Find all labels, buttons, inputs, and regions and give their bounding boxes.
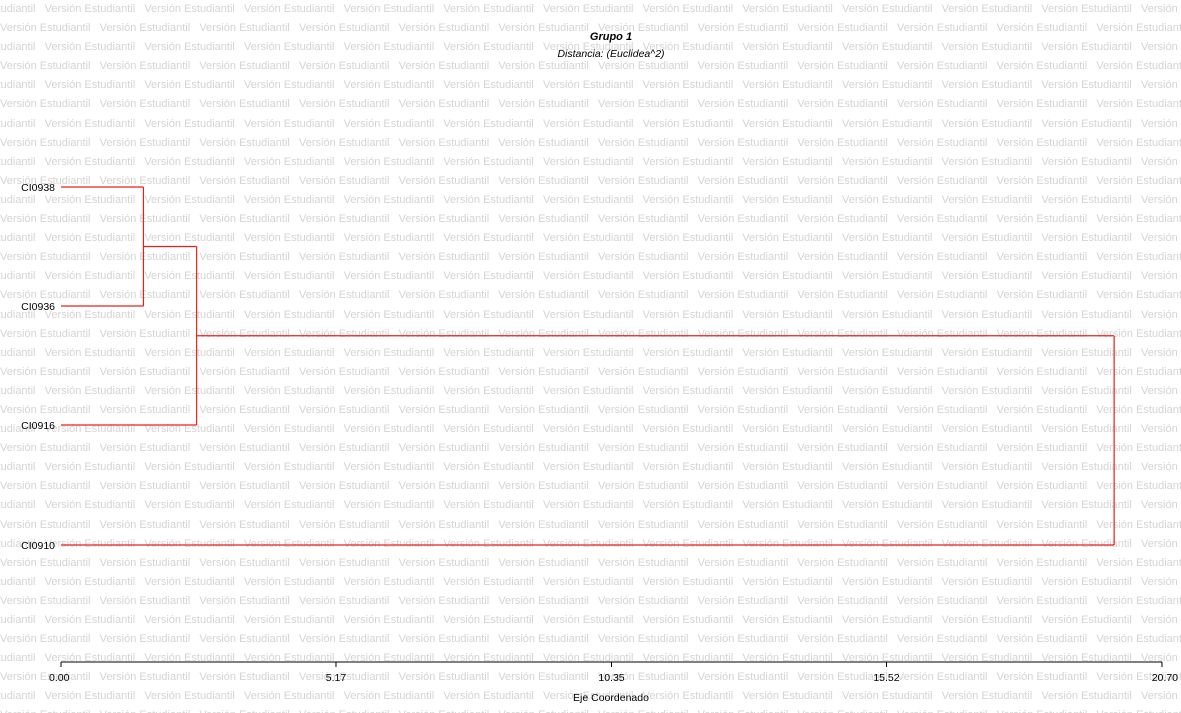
- watermark-row: Versión Estudiantil Versión Estudiantil …: [0, 384, 1181, 397]
- watermark-row: Versión Estudiantil Versión Estudiantil …: [0, 594, 1181, 607]
- watermark-row: Versión Estudiantil Versión Estudiantil …: [0, 403, 1181, 416]
- watermark-row: Versión Estudiantil Versión Estudiantil …: [0, 480, 1181, 493]
- watermark-row: Versión Estudiantil Versión Estudiantil …: [0, 690, 1181, 703]
- watermark-row: Versión Estudiantil Versión Estudiantil …: [0, 556, 1181, 569]
- watermark-row: Versión Estudiantil Versión Estudiantil …: [0, 117, 1181, 130]
- leaf-label: CI0910: [21, 540, 55, 552]
- watermark-row: Versión Estudiantil Versión Estudiantil …: [0, 136, 1181, 149]
- chart-subtitle: Distancia: (Euclidea^2): [557, 48, 664, 60]
- leaf-labels: CI0938 CI0936 CI0916 CI0910: [21, 182, 55, 552]
- watermark-row: Versión Estudiantil Versión Estudiantil …: [0, 22, 1181, 35]
- watermark-row: Versión Estudiantil Versión Estudiantil …: [0, 442, 1181, 455]
- watermark-row: Versión Estudiantil Versión Estudiantil …: [0, 499, 1181, 512]
- x-tick-label: 5.17: [326, 672, 347, 684]
- leaf-label: CI0916: [21, 420, 55, 432]
- watermark-row: Versión Estudiantil Versión Estudiantil …: [0, 193, 1181, 206]
- watermark-row: Versión Estudiantil Versión Estudiantil …: [0, 461, 1181, 474]
- watermark-row: Versión Estudiantil Versión Estudiantil …: [0, 575, 1181, 588]
- watermark-row: Versión Estudiantil Versión Estudiantil …: [0, 327, 1181, 340]
- watermark-row: Versión Estudiantil Versión Estudiantil …: [0, 60, 1181, 73]
- watermark-row: Versión Estudiantil Versión Estudiantil …: [0, 3, 1181, 15]
- watermark-row: Versión Estudiantil Versión Estudiantil …: [0, 706, 1181, 713]
- leaf-label: CI0938: [21, 182, 55, 194]
- watermark-row: Versión Estudiantil Versión Estudiantil …: [0, 155, 1181, 168]
- watermark-row: Versión Estudiantil Versión Estudiantil …: [0, 270, 1181, 283]
- x-axis-ticks: 0.00 5.17 10.35 15.52 20.70: [49, 662, 1178, 684]
- x-tick-label: 10.35: [598, 672, 624, 684]
- dendrogram-links: [61, 186, 1115, 546]
- watermark-row: Versión Estudiantil Versión Estudiantil …: [0, 537, 1181, 550]
- x-tick-label: 15.52: [873, 672, 899, 684]
- watermark-row: Versión Estudiantil Versión Estudiantil …: [0, 671, 1181, 684]
- watermark-row: Versión Estudiantil Versión Estudiantil …: [0, 41, 1181, 54]
- watermark-row: Versión Estudiantil Versión Estudiantil …: [0, 633, 1181, 646]
- x-axis-title: Eje Coordenado: [573, 692, 649, 704]
- watermark-row: Versión Estudiantil Versión Estudiantil …: [0, 232, 1181, 245]
- watermark-row: Versión Estudiantil Versión Estudiantil …: [0, 652, 1181, 665]
- chart-title: Grupo 1: [590, 31, 632, 43]
- watermark-row: Versión Estudiantil Versión Estudiantil …: [0, 308, 1181, 321]
- watermark-row: Versión Estudiantil Versión Estudiantil …: [0, 423, 1181, 436]
- watermark-row: Versión Estudiantil Versión Estudiantil …: [0, 365, 1181, 378]
- watermark-row: Versión Estudiantil Versión Estudiantil …: [0, 98, 1181, 111]
- watermark-row: Versión Estudiantil Versión Estudiantil …: [0, 346, 1181, 359]
- watermark-row: Versión Estudiantil Versión Estudiantil …: [0, 79, 1181, 92]
- watermark-row: Versión Estudiantil Versión Estudiantil …: [0, 251, 1181, 264]
- watermark-row: Versión Estudiantil Versión Estudiantil …: [0, 213, 1181, 226]
- leaf-label: CI0936: [21, 301, 55, 313]
- watermark-row: Versión Estudiantil Versión Estudiantil …: [0, 614, 1181, 626]
- x-tick-label: 20.70: [1152, 672, 1178, 684]
- x-tick-label: 0.00: [49, 672, 70, 684]
- watermark-row: Versión Estudiantil Versión Estudiantil …: [0, 518, 1181, 531]
- watermark-row: Versión Estudiantil Versión Estudiantil …: [0, 289, 1181, 302]
- watermark-row: Versión Estudiantil Versión Estudiantil …: [0, 174, 1181, 187]
